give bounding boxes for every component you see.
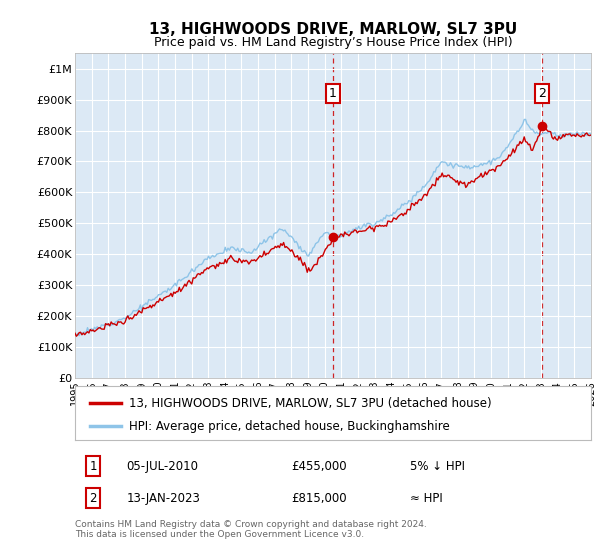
- Text: 2: 2: [538, 87, 545, 100]
- Text: 2: 2: [89, 492, 97, 505]
- Text: 1: 1: [329, 87, 337, 100]
- Text: 13-JAN-2023: 13-JAN-2023: [127, 492, 200, 505]
- Text: 13, HIGHWOODS DRIVE, MARLOW, SL7 3PU (detached house): 13, HIGHWOODS DRIVE, MARLOW, SL7 3PU (de…: [129, 397, 492, 410]
- Text: 13, HIGHWOODS DRIVE, MARLOW, SL7 3PU: 13, HIGHWOODS DRIVE, MARLOW, SL7 3PU: [149, 22, 517, 38]
- Text: ≈ HPI: ≈ HPI: [410, 492, 443, 505]
- Text: HPI: Average price, detached house, Buckinghamshire: HPI: Average price, detached house, Buck…: [129, 420, 450, 433]
- Text: £455,000: £455,000: [292, 460, 347, 473]
- Text: 05-JUL-2010: 05-JUL-2010: [127, 460, 199, 473]
- Text: 1: 1: [89, 460, 97, 473]
- Text: 5% ↓ HPI: 5% ↓ HPI: [410, 460, 466, 473]
- Text: Contains HM Land Registry data © Crown copyright and database right 2024.
This d: Contains HM Land Registry data © Crown c…: [75, 520, 427, 539]
- Text: £815,000: £815,000: [292, 492, 347, 505]
- Text: Price paid vs. HM Land Registry’s House Price Index (HPI): Price paid vs. HM Land Registry’s House …: [154, 36, 512, 49]
